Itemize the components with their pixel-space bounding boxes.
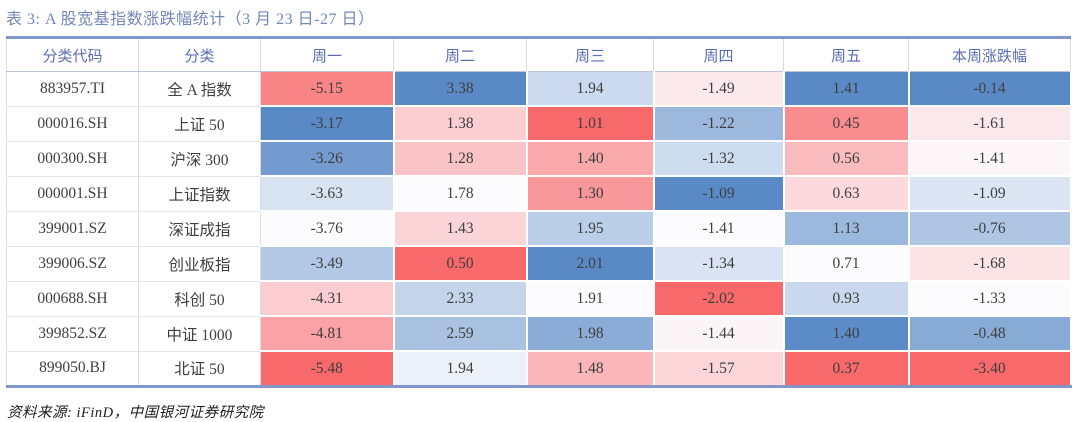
- table-row: 000016.SH 上证 50 -3.17 1.38 1.01 -1.22 0.45 -1.6…: [6, 106, 1072, 142]
- column-header: 周二: [393, 37, 527, 72]
- code-cell: 399852.SZ: [6, 316, 139, 352]
- value-cell: -1.09: [908, 176, 1072, 212]
- value-cell: 1.94: [393, 351, 528, 387]
- code-cell: 883957.TI: [6, 71, 139, 107]
- value-cell: 2.59: [393, 316, 528, 352]
- value-cell: -1.09: [653, 176, 785, 212]
- value-cell: -1.22: [653, 106, 785, 142]
- value-cell: 1.78: [393, 176, 528, 212]
- value-cell: -3.40: [908, 351, 1072, 387]
- value-cell: 3.38: [393, 71, 528, 107]
- table-row: 399006.SZ 创业板指 -3.49 0.50 2.01 -1.34 0.71 -1.68: [6, 246, 1072, 282]
- value-cell: -1.61: [908, 106, 1072, 142]
- value-cell: 0.63: [783, 176, 910, 212]
- value-cell: -4.81: [260, 316, 395, 352]
- value-cell: -1.44: [653, 316, 785, 352]
- value-cell: 1.48: [526, 351, 655, 387]
- column-header: 本周涨跌幅: [908, 37, 1071, 72]
- value-cell: -1.41: [653, 211, 785, 247]
- value-cell: -1.68: [908, 246, 1072, 282]
- value-cell: 1.13: [783, 211, 910, 247]
- value-cell: -1.57: [653, 351, 785, 387]
- value-cell: 1.40: [783, 316, 910, 352]
- name-cell: 深证成指: [138, 211, 261, 247]
- table-row: 399852.SZ 中证 1000 -4.81 2.59 1.98 -1.44 1.40 -0…: [6, 316, 1072, 352]
- value-cell: 1.28: [393, 141, 528, 177]
- value-cell: 1.30: [526, 176, 655, 212]
- table-row: 899050.BJ 北证 50 -5.48 1.94 1.48 -1.57 0.37 -3.4…: [6, 351, 1072, 387]
- table-row: 000001.SH 上证指数 -3.63 1.78 1.30 -1.09 0.63 -1.09: [6, 176, 1072, 212]
- name-cell: 创业板指: [138, 246, 261, 282]
- value-cell: 1.91: [526, 281, 655, 317]
- value-cell: 1.41: [783, 71, 910, 107]
- name-cell: 中证 1000: [138, 316, 261, 352]
- code-cell: 899050.BJ: [6, 351, 139, 387]
- value-cell: -0.48: [908, 316, 1072, 352]
- value-cell: 0.93: [783, 281, 910, 317]
- source-note: 资料来源: iFinD，中国银河证券研究院: [7, 405, 264, 421]
- value-cell: -5.48: [260, 351, 395, 387]
- name-cell: 上证指数: [138, 176, 261, 212]
- value-cell: 1.98: [526, 316, 655, 352]
- value-cell: 0.50: [393, 246, 528, 282]
- code-cell: 000688.SH: [6, 281, 139, 317]
- code-cell: 399006.SZ: [6, 246, 139, 282]
- header-row: 分类代码 分类 周一 周二 周三 周四 周五 本周涨跌幅: [6, 37, 1071, 72]
- name-cell: 上证 50: [138, 106, 261, 142]
- column-header: 分类: [138, 37, 261, 72]
- table-row: 000688.SH 科创 50 -4.31 2.33 1.91 -2.02 0.93 -1.3…: [6, 281, 1072, 317]
- code-cell: 000300.SH: [6, 141, 139, 177]
- value-cell: -3.26: [260, 141, 395, 177]
- value-cell: -2.02: [653, 281, 785, 317]
- value-cell: 0.45: [783, 106, 910, 142]
- column-header: 周一: [260, 37, 394, 72]
- value-cell: -0.14: [908, 71, 1072, 107]
- table-body: 883957.TI 全 A 指数 -5.15 3.38 1.94 -1.49 1.41 -0.…: [6, 71, 1072, 387]
- column-header: 周四: [653, 37, 784, 72]
- name-cell: 沪深 300: [138, 141, 261, 177]
- value-cell: -3.63: [260, 176, 395, 212]
- value-cell: 0.56: [783, 141, 910, 177]
- value-cell: 1.01: [526, 106, 655, 142]
- value-cell: -1.32: [653, 141, 785, 177]
- table-row: 399001.SZ 深证成指 -3.76 1.43 1.95 -1.41 1.13 -0.76: [6, 211, 1072, 247]
- value-cell: -3.49: [260, 246, 395, 282]
- value-cell: -0.76: [908, 211, 1072, 247]
- value-cell: -5.15: [260, 71, 395, 107]
- value-cell: -1.33: [908, 281, 1072, 317]
- index-performance-table: 分类代码 分类 周一 周二 周三 周四 周五 本周涨跌幅 883957.TI 全 A 指数 -5.…: [6, 36, 1072, 388]
- code-cell: 000001.SH: [6, 176, 139, 212]
- table-title: 表 3: A 股宽基指数涨跌幅统计（3 月 23 日-27 日）: [6, 11, 375, 28]
- value-cell: 0.71: [783, 246, 910, 282]
- value-cell: 1.40: [526, 141, 655, 177]
- value-cell: 0.37: [783, 351, 910, 387]
- column-header: 周三: [526, 37, 654, 72]
- table-row: 883957.TI 全 A 指数 -5.15 3.38 1.94 -1.49 1.41 -0.…: [6, 71, 1072, 107]
- value-cell: 1.95: [526, 211, 655, 247]
- value-cell: 1.94: [526, 71, 655, 107]
- value-cell: 2.33: [393, 281, 528, 317]
- value-cell: -1.41: [908, 141, 1072, 177]
- code-cell: 000016.SH: [6, 106, 139, 142]
- value-cell: -1.49: [653, 71, 785, 107]
- name-cell: 北证 50: [138, 351, 261, 387]
- value-cell: 1.43: [393, 211, 528, 247]
- value-cell: -4.31: [260, 281, 395, 317]
- code-cell: 399001.SZ: [6, 211, 139, 247]
- value-cell: -1.34: [653, 246, 785, 282]
- value-cell: 1.38: [393, 106, 528, 142]
- name-cell: 科创 50: [138, 281, 261, 317]
- table-row: 000300.SH 沪深 300 -3.26 1.28 1.40 -1.32 0.56 -1.…: [6, 141, 1072, 177]
- column-header: 周五: [783, 37, 909, 72]
- name-cell: 全 A 指数: [138, 71, 261, 107]
- value-cell: -3.17: [260, 106, 395, 142]
- column-header: 分类代码: [6, 37, 139, 72]
- value-cell: 2.01: [526, 246, 655, 282]
- value-cell: -3.76: [260, 211, 395, 247]
